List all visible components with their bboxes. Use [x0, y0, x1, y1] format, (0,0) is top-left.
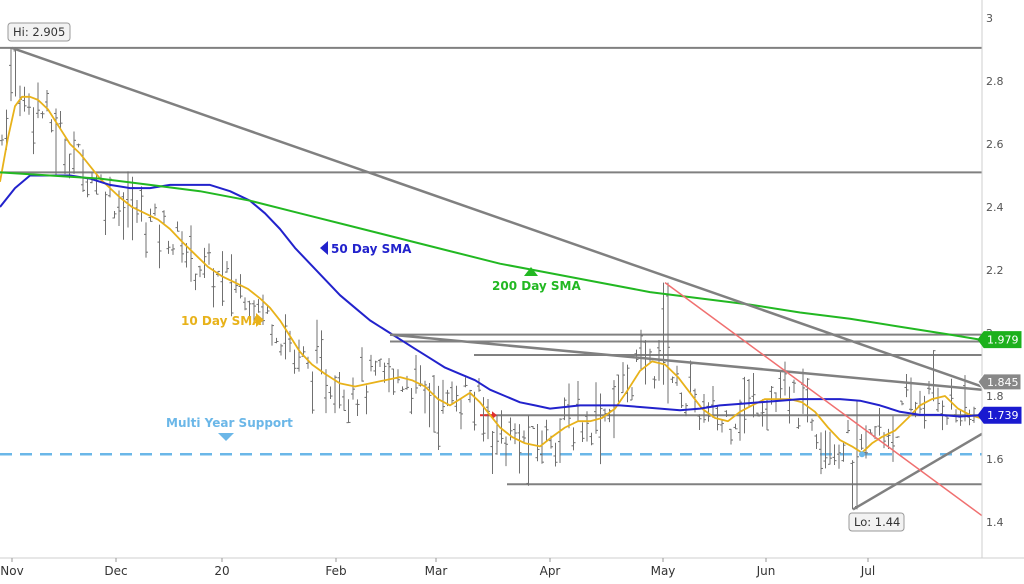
last-price-tag-background: [977, 373, 1022, 391]
red-level-arrow: [492, 411, 497, 420]
support-arrow: [218, 433, 234, 441]
x-tick-label: Dec: [104, 564, 127, 578]
sma200-label: 200 Day SMA: [492, 279, 582, 293]
sma50-price-tag-text: 1.739: [987, 409, 1019, 422]
y-tick-label: 1.4: [986, 516, 1004, 529]
sma50-line: [0, 174, 981, 418]
sma50-label: 50 Day SMA: [331, 242, 412, 256]
sma50-price-tag-background: [977, 406, 1022, 424]
horizontal-levels: [0, 46, 982, 486]
last-price-tag-text: 1.845: [987, 376, 1019, 389]
sma10-arrow: [256, 313, 264, 327]
x-tick-label: Mar: [425, 564, 448, 578]
y-tick-label: 1.6: [986, 453, 1004, 466]
long-downtrend-line: [11, 46, 983, 388]
x-tick-label: 20: [214, 564, 229, 578]
red-downtrend-line: [664, 281, 983, 517]
sma200-arrow: [524, 267, 538, 276]
time-axis-background: [0, 558, 1024, 580]
y-tick-label: 2.8: [986, 75, 1004, 88]
sma50-arrow: [320, 241, 328, 255]
x-tick-label: Nov: [0, 564, 23, 578]
x-tick-label: May: [651, 564, 676, 578]
secondary-downtrend-line: [389, 333, 983, 391]
x-tick-label: Jun: [756, 564, 776, 578]
high-label-box: [7, 22, 71, 42]
y-tick-label: 1.8: [986, 390, 1004, 403]
price-bars: [0, 47, 976, 510]
support-label: Multi Year Support: [166, 416, 293, 430]
y-tick-label: 2.4: [986, 201, 1004, 214]
y-tick-label: 3: [986, 12, 993, 25]
sma200-price-tag-text: 1.979: [987, 334, 1019, 347]
high-label: Hi: 2.905: [13, 25, 65, 39]
support-touch-marker: [859, 451, 865, 458]
x-tick-label: Apr: [540, 564, 561, 578]
low-label-box: [848, 512, 905, 532]
x-tick-label: Jul: [860, 564, 875, 578]
sma10-line: [0, 95, 981, 454]
sma200-line: [0, 171, 981, 341]
trend-lines: [11, 46, 983, 517]
y-tick-label: 2.6: [986, 138, 1004, 151]
uptrend-line: [852, 432, 983, 511]
annotations: Hi: 2.905 Lo: 1.44 50 Day SMA 200 Day SMA 10…: [7, 22, 905, 532]
y-tick-label: 2.2: [986, 264, 1004, 277]
x-tick-label: Feb: [325, 564, 346, 578]
sma10-label: 10 Day SMA: [181, 314, 262, 328]
sma200-price-tag-background: [977, 331, 1022, 349]
price-axis-background: [982, 0, 1024, 558]
low-label: Lo: 1.44: [854, 515, 900, 529]
moving-averages: [0, 95, 981, 454]
